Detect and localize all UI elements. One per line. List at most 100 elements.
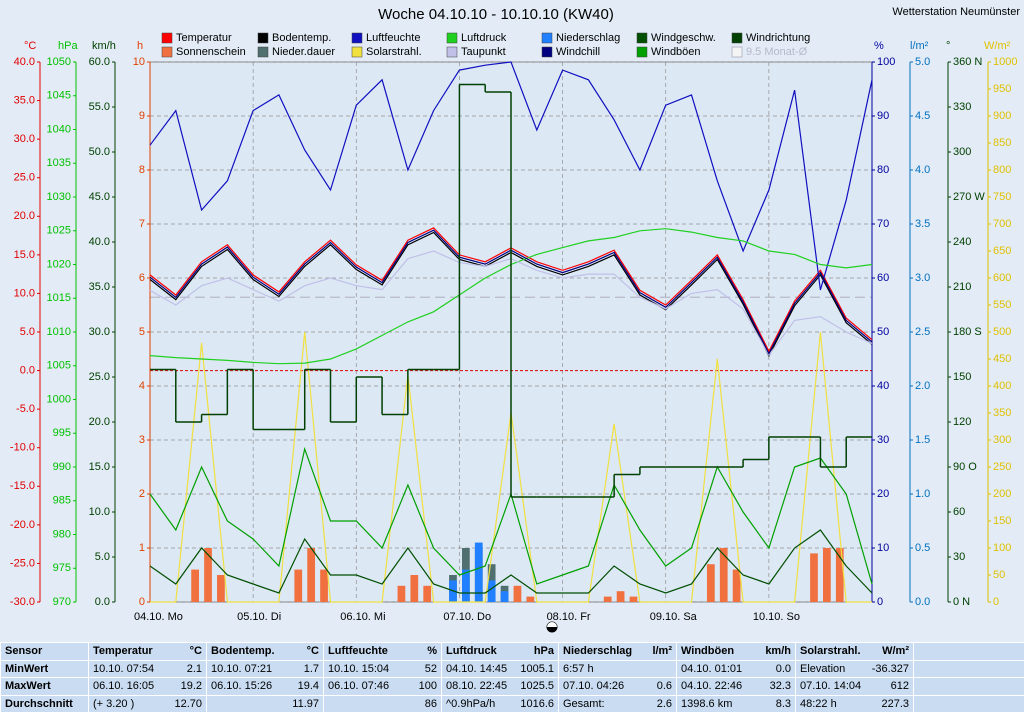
legend-label: Niederschlag bbox=[556, 32, 620, 44]
cell-value: 1025.5 bbox=[520, 680, 554, 692]
bar bbox=[423, 585, 432, 602]
y-tick-label: 1020 bbox=[47, 258, 71, 270]
y-tick-label: 4.0 bbox=[915, 164, 930, 176]
legend-label: Bodentemp. bbox=[272, 32, 331, 44]
cell-value: 8.3 bbox=[775, 697, 791, 710]
data-cell: 11.97 bbox=[207, 695, 323, 712]
column-unit: hPa bbox=[533, 645, 554, 657]
y-tick-label: -20.0 bbox=[10, 519, 35, 531]
cell-value: 32.3 bbox=[769, 680, 791, 692]
y-tick-label: 1025 bbox=[47, 225, 71, 237]
y-tick-label: 60.0 bbox=[89, 56, 110, 68]
legend-swatch bbox=[161, 46, 173, 58]
bar bbox=[603, 596, 612, 602]
y-tick-label: 1 bbox=[139, 542, 145, 554]
y-tick-label: 400 bbox=[993, 380, 1011, 392]
y-tick-label: 600 bbox=[993, 272, 1011, 284]
x-tick-label: 05.10. Di bbox=[237, 611, 281, 623]
legend-swatch bbox=[731, 32, 743, 44]
cell-value: 19.4 bbox=[297, 680, 319, 692]
y-tick-label: 30.0 bbox=[14, 133, 35, 145]
data-cell: 07.10. 14:04 612 bbox=[796, 678, 913, 695]
bar bbox=[462, 569, 470, 602]
header-cell: Windböen km/h bbox=[677, 643, 795, 660]
cell-text: 04.10. 22:46 bbox=[681, 680, 743, 692]
y-tick-label: 90 bbox=[877, 110, 889, 122]
y-tick-label: 6 bbox=[139, 272, 145, 284]
cell-value: -36.327 bbox=[871, 662, 909, 675]
bar bbox=[204, 548, 212, 602]
legend-label: Luftfeuchte bbox=[366, 32, 420, 44]
cell-text: (+ 3.20 ) bbox=[93, 697, 135, 710]
cell-value: 2.6 bbox=[656, 697, 672, 710]
column-title: Bodentemp. bbox=[211, 645, 275, 657]
bar bbox=[513, 585, 522, 602]
row-label-cell: Durchschnitt bbox=[1, 695, 88, 712]
bar bbox=[307, 548, 316, 602]
bar bbox=[732, 569, 741, 602]
data-cell: 86 bbox=[324, 695, 441, 712]
column-title: Windböen bbox=[681, 645, 735, 657]
cell-value: 2.1 bbox=[186, 662, 202, 675]
y-tick-label: 3.0 bbox=[915, 272, 930, 284]
y-tick-label: 0.5 bbox=[915, 542, 930, 554]
bar bbox=[474, 542, 483, 602]
legend-label: Windgeschw. bbox=[651, 32, 716, 44]
y-tick-label: 80 bbox=[877, 164, 889, 176]
row-label: MinWert bbox=[5, 662, 49, 675]
y-tick-label: 55.0 bbox=[89, 101, 110, 113]
time-marker-half bbox=[547, 622, 557, 627]
empty-cell bbox=[914, 643, 1024, 660]
y-tick-label: 3 bbox=[139, 434, 145, 446]
y-tick-label: 800 bbox=[993, 164, 1011, 176]
y-tick-label: 20 bbox=[877, 488, 889, 500]
axis-unit: km/h bbox=[92, 40, 116, 52]
cell-text: 10.10. 07:21 bbox=[211, 662, 273, 675]
data-cell: 08.10. 22:45 1025.5 bbox=[442, 678, 558, 695]
y-tick-label: 15.0 bbox=[89, 461, 110, 473]
y-tick-label: 180 S bbox=[953, 326, 982, 338]
header-cell: Luftfeuchte% bbox=[324, 643, 441, 660]
header-cell: Solarstrahl. W/m² bbox=[796, 643, 913, 660]
header-cell: Sensor bbox=[1, 643, 88, 660]
data-cell: 6:57 h bbox=[559, 660, 676, 677]
y-tick-label: 1000 bbox=[993, 56, 1017, 68]
column-unit: °C bbox=[189, 645, 202, 657]
y-tick-label: 100 bbox=[993, 542, 1011, 554]
header-cell: Luftdruck hPa bbox=[442, 643, 558, 660]
y-tick-label: 60 bbox=[953, 506, 965, 518]
legend-checkbox bbox=[731, 46, 743, 58]
column-title: Solarstrahl. bbox=[800, 645, 861, 657]
legend-label: Solarstrahl. bbox=[366, 46, 422, 58]
series-line bbox=[149, 61, 873, 291]
y-tick-label: 330 bbox=[953, 101, 971, 113]
cell-text: 07.10. 14:04 bbox=[800, 680, 862, 692]
y-tick-label: 45.0 bbox=[89, 191, 110, 203]
axis-unit: hPa bbox=[58, 40, 78, 52]
cell-value: 12.70 bbox=[174, 697, 202, 710]
cell-text: 04.10. 14:45 bbox=[446, 662, 508, 675]
column-unit: % bbox=[427, 645, 437, 657]
y-tick-label: 1035 bbox=[47, 157, 71, 169]
cell-text: 06.10. 07:46 bbox=[328, 680, 390, 692]
cell-value: 612 bbox=[890, 680, 909, 692]
header-cell: Temperatur °C bbox=[89, 643, 206, 660]
y-tick-label: 50 bbox=[877, 326, 889, 338]
cell-text: Gesamt: bbox=[563, 697, 605, 710]
column-title: Sensor bbox=[5, 645, 43, 657]
bar bbox=[823, 548, 831, 602]
data-cell: 10.10. 07:21 1.7 bbox=[207, 660, 323, 677]
cell-text: 06.10. 15:26 bbox=[211, 680, 273, 692]
empty-cell bbox=[914, 695, 1024, 712]
y-tick-label: -10.0 bbox=[10, 442, 35, 454]
y-tick-label: 35.0 bbox=[14, 94, 35, 106]
header-cell: Niederschlag l/m² bbox=[559, 643, 676, 660]
cell-text: 08.10. 22:45 bbox=[446, 680, 508, 692]
cell-value: 11.97 bbox=[292, 697, 319, 710]
cell-value: 1016.6 bbox=[520, 697, 554, 710]
cell-text: ^0.9hPa/h bbox=[446, 697, 496, 710]
legend-swatch bbox=[161, 32, 173, 44]
column-unit: l/m² bbox=[652, 645, 672, 657]
y-tick-label: 975 bbox=[53, 562, 71, 574]
data-cell: 48:22 h 227.3 bbox=[796, 695, 913, 712]
